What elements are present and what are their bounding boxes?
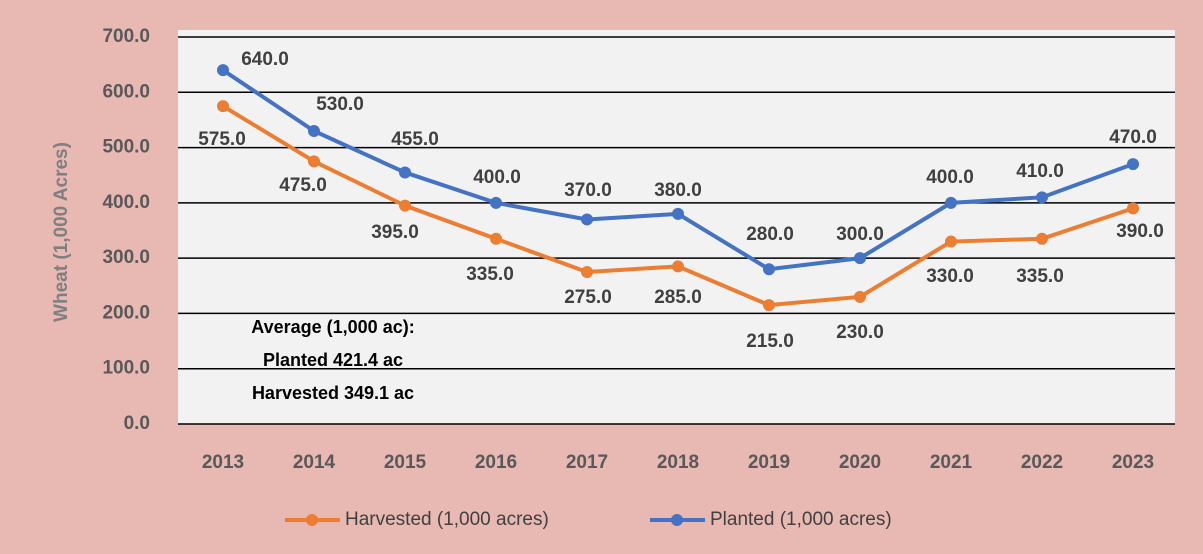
legend-marker xyxy=(306,514,318,526)
data-label: 330.0 xyxy=(926,266,974,287)
data-label: 390.0 xyxy=(1116,221,1164,242)
marker xyxy=(854,290,866,303)
x-tick-label: 2014 xyxy=(293,452,336,473)
data-label: 380.0 xyxy=(654,180,702,201)
marker xyxy=(1036,191,1048,204)
annotation: Harvested 349.1 ac xyxy=(252,383,414,403)
data-label: 370.0 xyxy=(564,180,612,201)
marker xyxy=(217,100,229,113)
annotation: Planted 421.4 ac xyxy=(263,350,403,370)
x-tick-label: 2021 xyxy=(930,452,973,473)
marker xyxy=(1127,158,1139,171)
marker xyxy=(308,124,320,137)
plot-area xyxy=(178,30,1175,424)
data-label: 410.0 xyxy=(1016,161,1064,182)
marker xyxy=(945,235,957,248)
data-label: 640.0 xyxy=(241,49,289,70)
data-label: 275.0 xyxy=(564,287,612,308)
marker xyxy=(581,265,593,278)
data-label: 455.0 xyxy=(391,129,439,150)
marker xyxy=(308,155,320,168)
y-axis-label: Wheat (1,000 Acres) xyxy=(51,142,72,322)
x-tick-label: 2015 xyxy=(384,452,427,473)
x-tick-label: 2017 xyxy=(566,452,608,473)
marker xyxy=(763,299,775,312)
x-tick-label: 2020 xyxy=(839,452,881,473)
marker xyxy=(490,232,502,245)
data-label: 280.0 xyxy=(746,224,794,245)
data-label: 575.0 xyxy=(198,129,246,150)
marker xyxy=(945,196,957,209)
legend-label: Harvested (1,000 acres) xyxy=(345,509,549,530)
data-label: 285.0 xyxy=(654,287,702,308)
x-tick-label: 2016 xyxy=(475,452,517,473)
x-tick-label: 2019 xyxy=(748,452,790,473)
y-tick-label: 100.0 xyxy=(102,358,150,379)
y-tick-label: 400.0 xyxy=(102,192,150,213)
legend-marker xyxy=(671,514,683,526)
data-label: 230.0 xyxy=(836,322,884,343)
marker xyxy=(763,263,775,276)
data-label: 400.0 xyxy=(473,167,521,188)
y-tick-label: 600.0 xyxy=(102,81,150,102)
x-tick-label: 2018 xyxy=(657,452,699,473)
data-label: 395.0 xyxy=(371,222,419,243)
y-tick-label: 0.0 xyxy=(124,413,150,434)
data-label: 475.0 xyxy=(279,175,327,196)
marker xyxy=(399,199,411,212)
marker xyxy=(1127,202,1139,215)
data-label: 470.0 xyxy=(1109,127,1157,148)
x-tick-label: 2023 xyxy=(1112,452,1154,473)
marker xyxy=(581,213,593,226)
data-label: 335.0 xyxy=(1016,266,1064,287)
data-label: 215.0 xyxy=(746,331,794,352)
y-tick-label: 700.0 xyxy=(102,26,150,47)
data-label: 335.0 xyxy=(466,264,514,285)
y-tick-label: 500.0 xyxy=(102,137,150,158)
data-label: 530.0 xyxy=(316,94,364,115)
x-tick-label: 2022 xyxy=(1021,452,1063,473)
data-label: 300.0 xyxy=(836,224,884,245)
x-tick-label: 2013 xyxy=(202,452,244,473)
marker xyxy=(854,252,866,265)
y-tick-label: 300.0 xyxy=(102,247,150,268)
marker xyxy=(1036,232,1048,245)
marker xyxy=(490,196,502,209)
marker xyxy=(217,64,229,77)
data-label: 400.0 xyxy=(926,167,974,188)
marker xyxy=(672,260,684,273)
y-tick-label: 200.0 xyxy=(102,302,150,323)
annotation: Average (1,000 ac): xyxy=(251,317,414,337)
legend-label: Planted (1,000 acres) xyxy=(710,509,892,530)
marker xyxy=(399,166,411,179)
marker xyxy=(672,207,684,220)
